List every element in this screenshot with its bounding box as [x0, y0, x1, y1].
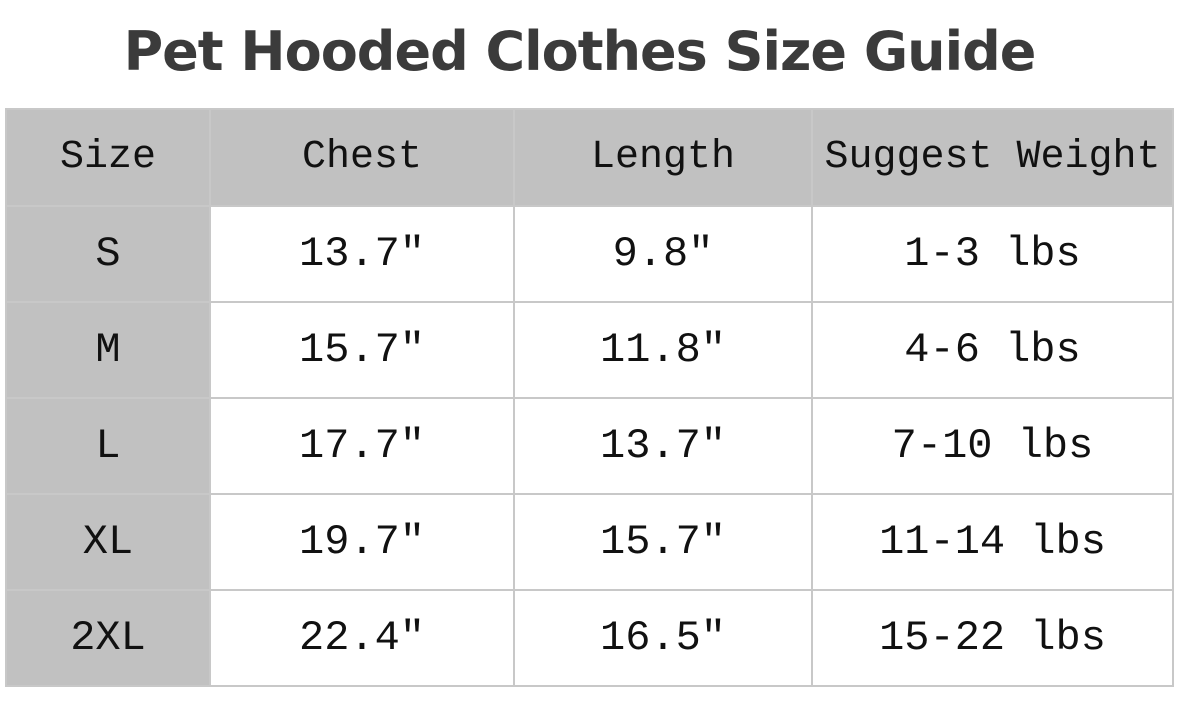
- title: Pet Hooded Clothes Size Guide: [123, 20, 1037, 83]
- table-cell: 22.4″: [209, 589, 515, 687]
- size-cell: XL: [5, 493, 211, 591]
- size-cell: 2XL: [5, 589, 211, 687]
- table-cell: 15.7″: [513, 493, 813, 591]
- header-row: Size Chest Length Suggest Weight: [5, 108, 1174, 207]
- table-row: S 13.7″ 9.8″ 1-3 lbs: [5, 205, 1174, 303]
- table-cell: 9.8″: [513, 205, 813, 303]
- table-cell: 4-6 lbs: [811, 301, 1174, 399]
- size-cell: S: [5, 205, 211, 303]
- table-cell: 13.7″: [513, 397, 813, 495]
- table-row: L 17.7″ 13.7″ 7-10 lbs: [5, 397, 1174, 495]
- size-table: Size Chest Length Suggest Weight S 13.7″ 9.8″ 1…: [5, 108, 1174, 687]
- size-cell: M: [5, 301, 211, 399]
- table-row: XL 19.7″ 15.7″ 11-14 lbs: [5, 493, 1174, 591]
- header-cell: Size: [5, 108, 211, 207]
- table-row: M 15.7″ 11.8″ 4-6 lbs: [5, 301, 1174, 399]
- table-cell: 17.7″: [209, 397, 515, 495]
- table-cell: 11-14 lbs: [811, 493, 1174, 591]
- size-cell: L: [5, 397, 211, 495]
- table-cell: 15.7″: [209, 301, 515, 399]
- table-cell: 19.7″: [209, 493, 515, 591]
- table-row: 2XL 22.4″ 16.5″ 15-22 lbs: [5, 589, 1174, 687]
- header-cell: Length: [513, 108, 813, 207]
- table-cell: 11.8″: [513, 301, 813, 399]
- header-cell: Chest: [209, 108, 515, 207]
- table-cell: 7-10 lbs: [811, 397, 1174, 495]
- table-cell: 1-3 lbs: [811, 205, 1174, 303]
- table-cell: 15-22 lbs: [811, 589, 1174, 687]
- table-cell: 16.5″: [513, 589, 813, 687]
- table-cell: 13.7″: [209, 205, 515, 303]
- header-cell: Suggest Weight: [811, 108, 1174, 207]
